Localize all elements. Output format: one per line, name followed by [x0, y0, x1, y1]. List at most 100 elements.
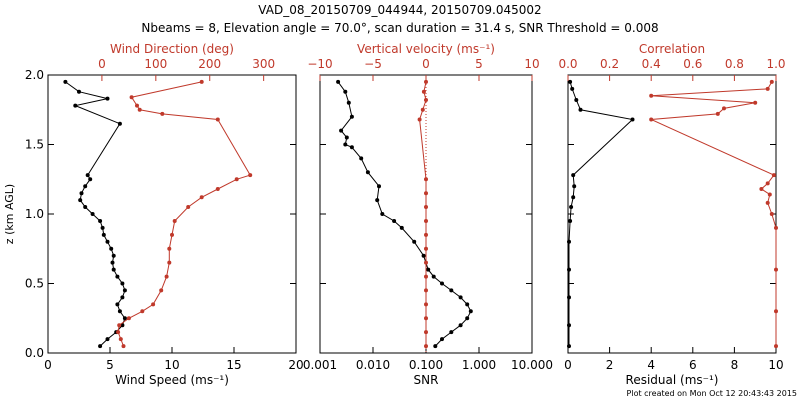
- data-point-black: [349, 114, 354, 119]
- data-point-red: [424, 219, 428, 223]
- x-top-tick-label: 100: [144, 57, 167, 71]
- x-bottom-axis-label: Residual (ms⁻¹): [626, 373, 719, 387]
- x-bottom-axis-label: Wind Speed (ms⁻¹): [115, 373, 229, 387]
- data-point-black: [110, 260, 115, 265]
- data-point-red: [424, 330, 428, 335]
- data-point-black: [567, 344, 571, 349]
- plot-credit: Plot created on Mon Oct 12 20:43:43 2015: [627, 389, 797, 398]
- data-point-red: [172, 219, 177, 223]
- data-point-black: [458, 295, 463, 300]
- x-bottom-tick-label: 0: [564, 358, 572, 372]
- data-point-black: [433, 344, 438, 349]
- data-point-red: [118, 337, 123, 342]
- data-point-black: [375, 198, 380, 203]
- data-point-black: [449, 288, 454, 293]
- data-point-red: [424, 177, 428, 182]
- data-point-red: [126, 316, 131, 321]
- x-bottom-tick-label: 10.000: [511, 358, 553, 372]
- data-point-red: [151, 302, 156, 307]
- data-point-black: [83, 205, 88, 209]
- data-point-black: [88, 177, 93, 182]
- data-point-red: [121, 344, 126, 349]
- data-point-red: [765, 200, 770, 205]
- data-point-black: [572, 184, 577, 189]
- x-top-tick-label: 10: [524, 57, 539, 71]
- data-point-red: [774, 225, 778, 230]
- data-point-black: [426, 267, 431, 272]
- series-line-red: [419, 81, 427, 347]
- data-point-black: [115, 302, 120, 307]
- data-point-black: [83, 184, 88, 189]
- y-tick-label: 1.5: [25, 138, 44, 152]
- data-point-red: [774, 267, 778, 272]
- data-point-red: [167, 246, 172, 251]
- data-point-black: [578, 107, 583, 112]
- y-tick-label: 2.0: [25, 68, 44, 82]
- x-top-tick-label: 0.6: [683, 57, 702, 71]
- data-point-black: [630, 117, 635, 122]
- data-point-black: [412, 239, 417, 244]
- x-top-axis-label: Correlation: [639, 42, 705, 56]
- x-bottom-tick-label: 1.000: [462, 358, 496, 372]
- x-bottom-axis-label: SNR: [414, 373, 439, 387]
- x-bottom-tick-label: 10: [164, 358, 179, 372]
- data-point-red: [424, 344, 428, 349]
- data-point-red: [424, 260, 428, 265]
- data-point-red: [420, 107, 425, 112]
- data-point-black: [105, 239, 110, 244]
- x-top-tick-label: 0.2: [600, 57, 619, 71]
- data-point-red: [135, 103, 139, 108]
- data-point-black: [346, 100, 351, 105]
- data-point-black: [421, 253, 426, 258]
- data-point-red: [186, 205, 191, 209]
- x-top-axis-label: Wind Direction (deg): [110, 42, 234, 56]
- data-point-black: [336, 79, 341, 84]
- data-point-black: [90, 212, 95, 216]
- data-point-black: [392, 219, 397, 223]
- data-point-red: [759, 187, 764, 191]
- x-top-tick-label: 0.4: [642, 57, 661, 71]
- data-point-red: [774, 344, 778, 349]
- data-point-black: [465, 316, 470, 321]
- data-point-black: [567, 323, 571, 328]
- data-point-red: [160, 111, 165, 116]
- data-point-black: [440, 337, 444, 342]
- data-point-red: [248, 173, 253, 178]
- data-point-red: [769, 212, 774, 216]
- data-point-black: [98, 344, 103, 349]
- data-point-black: [567, 267, 571, 272]
- x-top-tick-label: 5: [475, 57, 483, 71]
- data-point-black: [440, 281, 444, 286]
- data-point-black: [567, 239, 571, 244]
- data-point-black: [399, 225, 404, 230]
- figure-title-line1: VAD_08_20150709_044944, 20150709.045002: [258, 3, 541, 17]
- data-point-black: [77, 89, 81, 94]
- data-point-red: [199, 195, 204, 200]
- data-point-red: [129, 95, 134, 100]
- x-bottom-tick-label: 6: [689, 358, 697, 372]
- x-top-tick-label: 1.0: [766, 57, 785, 71]
- x-bottom-tick-label: 0.100: [409, 358, 443, 372]
- data-point-red: [170, 232, 174, 237]
- data-point-black: [117, 121, 122, 126]
- data-point-red: [715, 111, 720, 116]
- data-point-black: [339, 128, 344, 133]
- data-point-red: [117, 323, 122, 328]
- data-point-red: [159, 288, 164, 293]
- series-line-red: [649, 81, 777, 347]
- data-point-black: [63, 79, 68, 84]
- data-point-black: [449, 330, 454, 335]
- data-point-black: [349, 145, 354, 150]
- data-point-red: [199, 79, 204, 84]
- data-point-black: [465, 302, 470, 307]
- x-bottom-tick-label: 0.010: [356, 358, 390, 372]
- data-point-black: [570, 86, 575, 91]
- data-point-black: [568, 219, 573, 223]
- data-point-black: [79, 191, 84, 196]
- x-bottom-tick-label: 4: [647, 358, 655, 372]
- data-point-black: [117, 309, 122, 314]
- data-point-black: [569, 205, 574, 209]
- panel-frame: [567, 74, 777, 354]
